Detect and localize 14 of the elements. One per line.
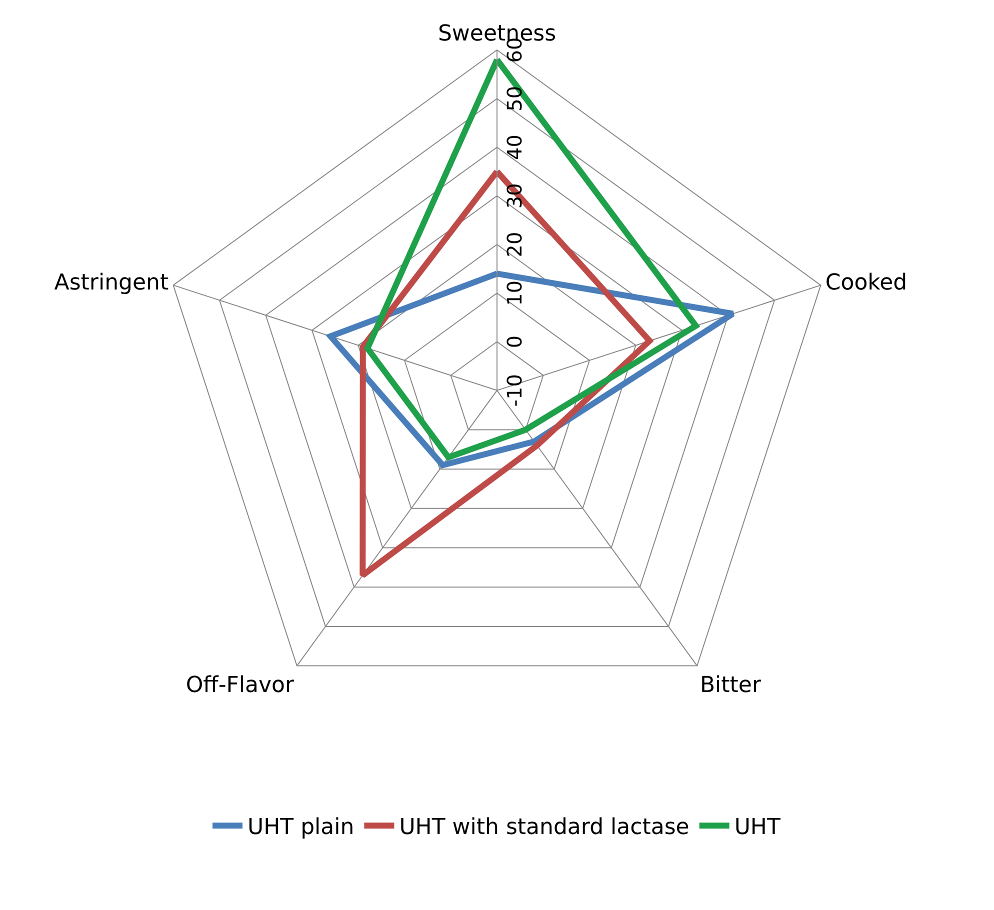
y-tick-label: 30 bbox=[502, 183, 526, 209]
legend-label: UHT with standard lactase bbox=[399, 815, 690, 840]
y-tick-label: -10 bbox=[502, 374, 526, 407]
legend-label: UHT plain bbox=[248, 815, 354, 840]
y-tick-label: 0 bbox=[502, 335, 526, 348]
y-tick-label: 50 bbox=[502, 86, 526, 112]
legend-label: UHT bbox=[734, 815, 781, 840]
spoke-label: Cooked bbox=[825, 270, 908, 296]
y-tick-label: 10 bbox=[502, 280, 526, 306]
spoke-label: Astringent bbox=[54, 270, 169, 296]
y-tick-label: 40 bbox=[502, 134, 526, 160]
spoke-label: Bitter bbox=[700, 673, 762, 698]
y-tick-label: 20 bbox=[502, 232, 526, 258]
spoke-label: Off-Flavor bbox=[186, 673, 295, 698]
